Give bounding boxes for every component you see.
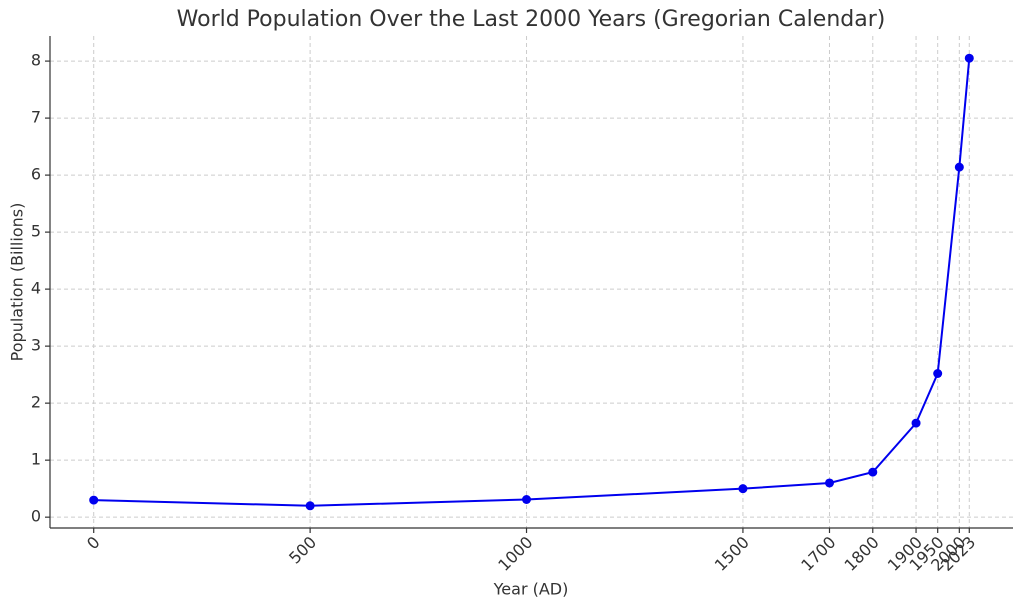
data-point	[305, 501, 315, 511]
y-tick-label: 4	[31, 279, 41, 298]
x-tick-label: 1700	[797, 533, 839, 575]
data-point	[933, 369, 943, 379]
y-tick-label: 1	[31, 450, 41, 469]
y-tick-label: 6	[31, 165, 41, 184]
x-tick-label: 1500	[711, 533, 753, 575]
x-tick-label: 2023	[937, 533, 979, 575]
data-point	[964, 53, 974, 63]
y-tick-label: 0	[31, 507, 41, 526]
y-tick-label: 7	[31, 108, 41, 127]
y-tick-label: 3	[31, 336, 41, 355]
y-axis-label: Population (Billions)	[8, 203, 27, 362]
x-tick-label: 500	[285, 533, 320, 568]
data-point	[824, 478, 834, 488]
data-point	[911, 418, 921, 428]
x-tick-label: 1000	[494, 533, 536, 575]
y-tick-label: 5	[31, 222, 41, 241]
x-tick-label: 0	[83, 533, 104, 554]
x-tick-label: 1800	[841, 533, 883, 575]
data-point	[954, 162, 964, 172]
data-point	[868, 467, 878, 477]
data-point	[738, 484, 748, 494]
series-line	[93, 58, 971, 507]
x-axis-label: Year (AD)	[493, 580, 569, 599]
y-tick-label: 2	[31, 393, 41, 412]
chart-title: World Population Over the Last 2000 Year…	[177, 7, 886, 32]
y-tick-label: 8	[31, 51, 41, 70]
data-point	[89, 495, 99, 505]
data-point	[522, 494, 532, 504]
